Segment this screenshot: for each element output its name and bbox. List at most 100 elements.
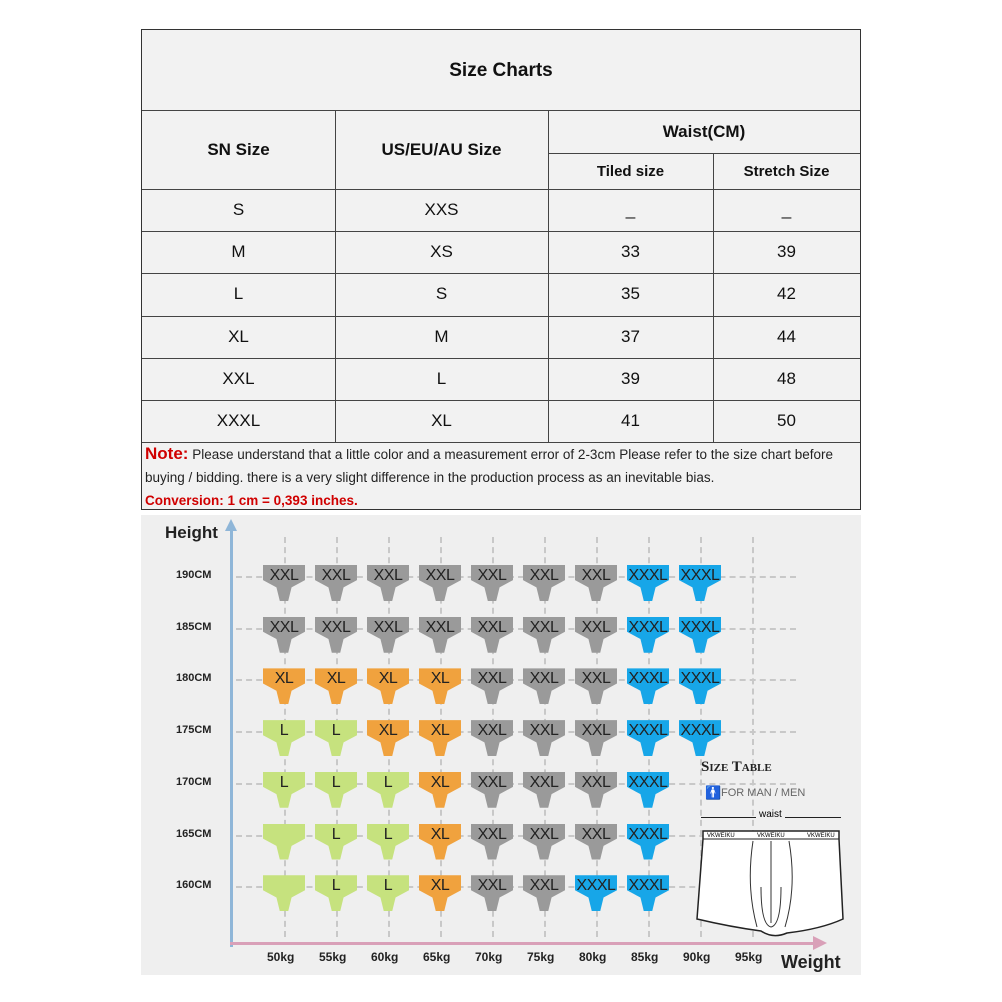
size-cell-l: L — [367, 823, 409, 860]
size-cell-xxxl: XXXL — [627, 565, 669, 601]
table-cell: M — [434, 326, 449, 346]
size-cell-xxl: XXL — [575, 720, 617, 757]
x-tick-label: 90kg — [683, 950, 711, 964]
size-cell-l: L — [315, 875, 357, 912]
size-table-title: Size Table — [701, 759, 772, 775]
size-cell-xxl: XXL — [367, 616, 409, 653]
size-cell-xl: XL — [419, 668, 461, 705]
y-tick-label: 175CM — [176, 724, 212, 737]
table-cell: 50 — [777, 411, 796, 430]
table-cell: 39 — [621, 368, 640, 388]
size-cell-xxl: XXL — [419, 565, 461, 601]
size-chart-table: Size Charts SN Size US/EU/AU Size Waist(… — [141, 29, 861, 510]
size-cell-xxl: XXL — [523, 668, 565, 705]
size-cell-xxl: XXL — [263, 565, 305, 601]
size-cell-l: L — [367, 771, 409, 808]
x-tick-label: 60kg — [371, 950, 399, 964]
size-cell-xxl: XXL — [471, 565, 513, 601]
size-cell-xxxl: XXXL — [627, 616, 669, 653]
x-tick-label: 55kg — [319, 950, 347, 964]
grid-line — [236, 576, 796, 578]
size-cell-xxl: XXL — [471, 720, 513, 757]
boxer-brief-icon: VKWEIKU VKWEIKU VKWEIKU — [696, 830, 844, 937]
header-tiled: Tiled size — [596, 162, 665, 180]
table-cell: _ — [781, 200, 792, 219]
size-cell-xxl: XXL — [471, 668, 513, 705]
x-tick-label: 70kg — [475, 950, 503, 964]
conversion: Conversion: 1 cm = 0,393 inches. — [145, 493, 358, 508]
size-cell-xxxl: XXXL — [627, 875, 669, 912]
x-tick-label: 95kg — [735, 950, 763, 964]
size-cell-xxl: XXL — [523, 616, 565, 653]
table-title: Size Charts — [449, 59, 553, 81]
y-tick-label: 190CM — [176, 569, 212, 581]
grid-line — [236, 782, 796, 785]
x-arrow-icon — [813, 936, 827, 950]
table-cell: L — [233, 284, 244, 304]
size-cell-xxl: XXL — [471, 616, 513, 653]
size-cell-xxl: XXL — [575, 771, 617, 808]
table-cell: 35 — [621, 284, 640, 304]
y-axis-label: Height — [165, 523, 218, 542]
size-cell-xxl: XXL — [471, 771, 513, 808]
size-cell-xxl: XXL — [575, 668, 617, 705]
size-cell-xl: XL — [419, 720, 461, 757]
size-cell-xxl: XXL — [419, 616, 461, 653]
table-cell: XL — [228, 326, 249, 346]
size-cell-xxl: XXL — [471, 823, 513, 860]
size-cell-xxl: XXL — [523, 720, 565, 757]
size-table-illustration: Size Table 🚹 FOR MAN / MEN waist VKWEIKU… — [696, 759, 861, 959]
size-cell-l: L — [315, 823, 357, 860]
table-cell: 48 — [777, 368, 796, 388]
size-cell-xxl: XXL — [471, 875, 513, 912]
size-cell-xxxl: XXXL — [679, 668, 721, 705]
size-cell-xxxl: XXXL — [679, 565, 721, 601]
table-cell: XXXL — [216, 411, 261, 430]
x-tick-label: 65kg — [423, 950, 451, 964]
header-us-size: US/EU/AU Size — [381, 140, 502, 159]
table-cell: S — [435, 284, 448, 304]
size-cell-xl: XL — [367, 668, 409, 705]
grid-line — [236, 886, 796, 889]
header-stretch: Stretch Size — [743, 162, 830, 180]
table-cell: XXS — [424, 200, 459, 219]
size-cell-l: L — [315, 720, 357, 757]
x-tick-label: 85kg — [631, 950, 659, 964]
grid-line — [236, 731, 796, 734]
size-cell-xxl: XXL — [367, 565, 409, 601]
table-cell: 42 — [777, 284, 796, 304]
note-text: Please understand that a little color an… — [145, 447, 834, 485]
size-cell-l: L — [315, 771, 357, 808]
table-cell: 37 — [621, 326, 640, 346]
size-cell-xxl: XXL — [523, 875, 565, 912]
size-cell-l: L — [263, 771, 305, 808]
table-cell: 41 — [621, 411, 640, 430]
y-tick-label: 170CM — [176, 775, 212, 788]
size-cell-xxxl: XXXL — [627, 720, 669, 757]
grid-line — [236, 627, 796, 630]
size-cell-blank — [263, 823, 305, 860]
y-tick-label: 185CM — [176, 620, 212, 633]
size-cell-xl: XL — [263, 668, 305, 705]
size-cell-xxl: XXL — [263, 616, 305, 653]
size-cell-xxxl: XXXL — [627, 823, 669, 860]
table-cell: XS — [430, 242, 453, 262]
note: Note: Please understand that a little co… — [145, 442, 857, 512]
size-cell-xl: XL — [419, 823, 461, 860]
size-cell-xl: XL — [367, 720, 409, 757]
size-cell-xxl: XXL — [523, 823, 565, 860]
size-cell-xxxl: XXXL — [679, 616, 721, 653]
x-axis — [230, 942, 815, 945]
size-cell-l: L — [367, 875, 409, 912]
size-cell-xxl: XXL — [315, 565, 357, 601]
header-waist: Waist(CM) — [662, 122, 746, 141]
table-cell: L — [436, 368, 447, 388]
header-sn-size: SN Size — [207, 140, 270, 159]
waist-label: waist — [756, 809, 785, 820]
y-tick-label: 180CM — [176, 672, 212, 685]
y-tick-label: 165CM — [176, 827, 212, 840]
size-cell-xxxl: XXXL — [575, 875, 617, 912]
table-cell: 44 — [777, 326, 796, 346]
x-tick-label: 50kg — [267, 950, 295, 964]
height-weight-chart: Height Weight 50kg 55kg 60kg 65kg 70kg 75kg 80… — [141, 515, 861, 975]
